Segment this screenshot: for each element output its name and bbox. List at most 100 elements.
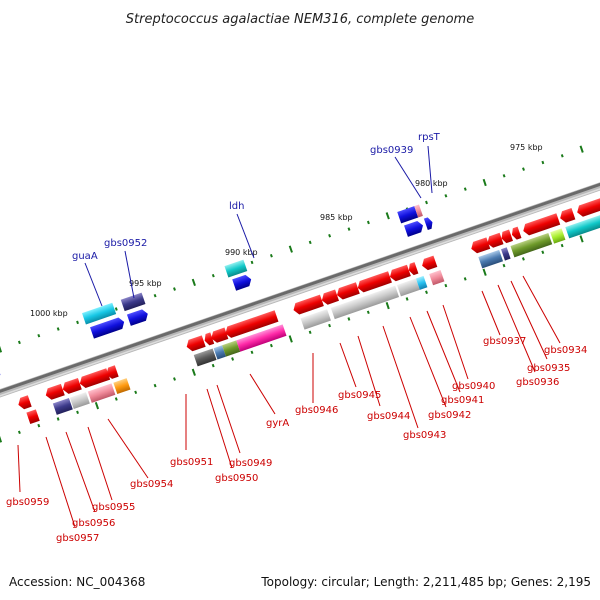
- gene-block: [478, 249, 504, 269]
- gene-arrow: [293, 294, 324, 315]
- ruler-minor-tick: [502, 174, 506, 178]
- ruler-minor-tick: [521, 257, 525, 261]
- gene-track: [0, 196, 600, 425]
- ruler-major-tick: [482, 178, 487, 187]
- gene-label-gbs0949: gbs0949: [229, 458, 272, 469]
- gene-label-gbs0952: gbs0952: [104, 238, 147, 249]
- gene-arrow: [408, 262, 419, 276]
- ruler-minor-tick: [250, 260, 254, 265]
- gene-label-ldh: ldh: [229, 201, 244, 212]
- reverse-strand-genes: [0, 204, 433, 384]
- ruler-minor-tick: [250, 350, 254, 355]
- gene-label-gbs0935: gbs0935: [527, 363, 570, 374]
- forward-strand-genes: [18, 196, 600, 410]
- ruler-minor-tick: [308, 240, 312, 245]
- gene-arrow: [0, 369, 1, 384]
- ruler-label-985: 985 kbp: [320, 213, 353, 222]
- gene-label-guaA: guaA: [72, 251, 98, 262]
- ruler-minor-tick: [444, 283, 448, 288]
- gene-label-gbs0937: gbs0937: [483, 336, 526, 347]
- gene-arrow: [211, 327, 229, 343]
- gene-label-gbs0956: gbs0956: [72, 518, 115, 529]
- gene-block: [300, 309, 331, 330]
- ruler-minor-tick: [463, 187, 467, 191]
- ruler-minor-tick: [444, 194, 448, 198]
- ruler-minor-tick: [269, 343, 273, 348]
- gene-label-gbs0940: gbs0940: [452, 381, 495, 392]
- gene-block: [87, 383, 116, 403]
- gene-arrow: [126, 309, 148, 326]
- ruler-minor-tick: [37, 333, 41, 338]
- gene-arrow: [321, 289, 339, 305]
- ruler-major-tick: [191, 368, 196, 376]
- gene-label-gbs0951: gbs0951: [170, 457, 213, 468]
- gene-block: [397, 278, 420, 297]
- ruler-major-tick: [288, 335, 293, 343]
- ruler-major-tick: [579, 235, 584, 243]
- ruler-minor-tick: [173, 287, 176, 291]
- gene-block: [550, 228, 566, 244]
- gene-arrow: [232, 274, 252, 291]
- ruler-label-1000: 1000 kbp: [30, 309, 68, 318]
- gene-label-gbs0934: gbs0934: [544, 345, 587, 356]
- gene-block: [501, 247, 511, 261]
- gene-label-gbs0943: gbs0943: [403, 430, 446, 441]
- ruler-major-tick: [579, 145, 584, 153]
- gene-arrow: [337, 282, 360, 300]
- top-gene-labels: guaA gbs0952 ldh gbs0939 rpsT: [72, 132, 441, 262]
- gene-label-gbs0942: gbs0942: [428, 410, 471, 421]
- gene-label-gbs0957: gbs0957: [56, 533, 99, 544]
- ruler-minor-tick: [114, 397, 118, 401]
- inner-ticks: [0, 235, 584, 443]
- gene-label-rpsT: rpsT: [418, 132, 441, 143]
- accession-text: Accession: NC_004368: [9, 575, 145, 589]
- gene-arrow: [423, 217, 433, 231]
- ruler-minor-tick: [56, 327, 60, 331]
- gene-block: [82, 302, 117, 325]
- gene-block: [26, 409, 40, 425]
- ruler-label-990: 990 kbp: [225, 248, 258, 257]
- gene-block: [222, 340, 241, 357]
- gene-label-gbs0954: gbs0954: [130, 479, 173, 490]
- ruler-minor-tick: [366, 310, 370, 315]
- forward-strand-blocks: [26, 212, 600, 425]
- ruler-minor-tick: [211, 273, 215, 278]
- gene-label-gbs0955: gbs0955: [92, 502, 135, 513]
- gene-arrow: [487, 232, 504, 248]
- gene-block: [113, 378, 131, 395]
- gene-arrow: [577, 196, 600, 217]
- ruler-minor-tick: [502, 263, 506, 268]
- gene-arrow: [18, 395, 32, 410]
- ruler-minor-tick: [541, 160, 545, 165]
- gene-arrow: [62, 377, 82, 394]
- ruler-minor-tick: [463, 277, 467, 281]
- ruler-minor-tick: [231, 357, 235, 361]
- ruler-minor-tick: [153, 383, 157, 388]
- ruler-major-tick: [385, 301, 390, 310]
- ruler-minor-tick: [541, 250, 545, 255]
- gene-label-gbs0936: gbs0936: [516, 377, 559, 388]
- gene-block: [414, 204, 423, 218]
- gene-arrow: [422, 255, 438, 271]
- ruler-major-tick: [94, 401, 100, 410]
- gene-arrow: [501, 229, 513, 244]
- gene-block: [193, 348, 217, 367]
- gene-arrow: [204, 332, 215, 346]
- gene-block: [397, 206, 419, 224]
- ruler-minor-tick: [76, 320, 79, 325]
- gene-arrow: [560, 208, 576, 223]
- top-leader-lines: [84, 145, 433, 307]
- ruler-minor-tick: [153, 293, 157, 298]
- gene-arrow: [186, 335, 206, 352]
- gene-arrow: [389, 264, 411, 282]
- gene-arrow: [471, 237, 491, 254]
- ruler-major-tick: [191, 278, 196, 287]
- gene-block: [330, 285, 400, 320]
- gene-label-gbs0950: gbs0950: [215, 473, 258, 484]
- gene-block: [429, 270, 445, 286]
- gene-block: [510, 232, 553, 258]
- ruler-major-tick: [0, 345, 3, 353]
- gene-label-gbs0941: gbs0941: [441, 395, 484, 406]
- ruler-minor-tick: [405, 297, 409, 301]
